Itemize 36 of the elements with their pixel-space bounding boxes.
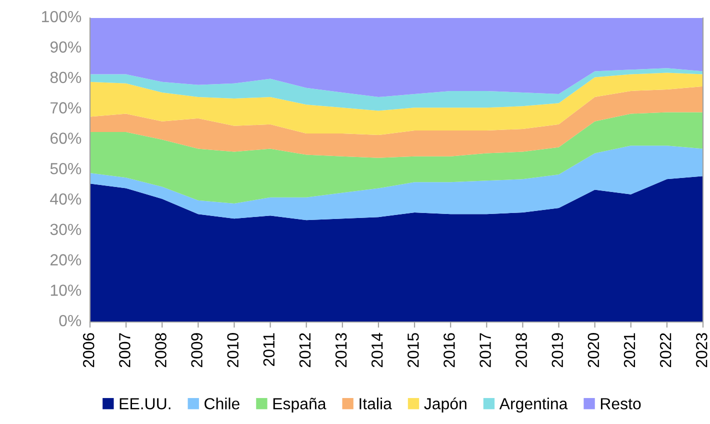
legend-label: EE.UU.	[120, 398, 170, 410]
legend-label: Argentina	[499, 398, 568, 413]
x-tick-label: 2009	[191, 333, 202, 368]
x-tick-label: 2023	[696, 333, 708, 368]
x-tick-label: 2015	[408, 333, 419, 368]
y-tick-label: 0%	[59, 314, 82, 326]
x-tick-label: 2012	[299, 333, 311, 368]
x-tick-label: 2018	[516, 333, 527, 368]
legend-label: Resto	[600, 398, 641, 410]
y-tick-label: 60%	[50, 132, 82, 144]
x-tick-label: 2011	[263, 333, 275, 366]
x-tick-label: 2006	[82, 333, 94, 368]
legend-label: Italia	[360, 398, 392, 410]
x-tick-label: 2021	[624, 333, 636, 368]
legend-label: Chile	[204, 398, 240, 410]
legend-label: España	[273, 398, 326, 413]
x-tick-label: 2008	[155, 333, 166, 368]
y-tick-label: 100%	[42, 10, 82, 22]
legend-label: Japón	[424, 397, 466, 413]
y-tick-label: 90%	[50, 41, 82, 53]
x-tick-label: 2014	[371, 332, 383, 368]
x-tick-label: 2010	[227, 333, 239, 368]
y-tick-label: 50%	[50, 162, 82, 174]
y-tick-label: 10%	[50, 284, 82, 296]
x-tick-label: 2020	[588, 333, 600, 368]
x-tick-label: 2017	[480, 333, 491, 368]
x-tick-label: 2013	[335, 333, 347, 368]
x-tick-label: 2007	[119, 333, 130, 368]
y-tick-label: 70%	[50, 102, 82, 114]
y-tick-label: 20%	[50, 254, 82, 266]
y-tick-label: 40%	[50, 193, 82, 205]
x-tick-label: 2019	[552, 333, 564, 368]
y-tick-label: 80%	[50, 72, 82, 84]
y-tick-label: 30%	[50, 224, 82, 236]
x-tick-label: 2022	[660, 333, 672, 368]
x-tick-label: 2016	[444, 333, 455, 368]
